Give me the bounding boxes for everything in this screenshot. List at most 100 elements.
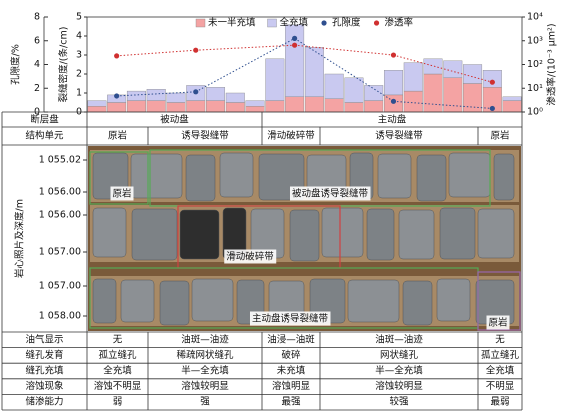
core-piece [92,207,127,258]
legend-label: 未一半充填 [208,17,256,29]
cell: 全充填 [103,365,132,377]
core-piece [179,209,220,260]
legend-label: 全充填 [280,17,309,29]
y3-tick-label: 4 [34,59,40,70]
zone-label-bg [110,186,134,201]
y-tick-label: 1 [76,88,82,99]
row-label: 溶蚀现象 [25,380,64,392]
zone-frame [89,151,149,205]
y-axis-label: 裂缝密度/(条/cm) [58,27,70,103]
zone-label: 原岩 [488,317,507,329]
y-tick-label: 3 [76,50,82,61]
bar [166,92,186,103]
point [390,98,397,104]
bar [463,83,483,113]
bar [206,100,226,113]
depth-label: 1 058.00 [39,311,81,322]
cell: 弱 [113,397,123,408]
cell: 溶蚀不明显 [94,380,142,392]
point [489,79,495,85]
core-piece [131,208,178,261]
zone-label: 滑动破碎带 [226,251,274,263]
y-tick-label: 2 [76,69,82,80]
zone-frame [477,271,521,331]
bar [383,69,403,96]
cell: 半—全充填 [375,365,423,377]
bar [502,96,522,101]
row-label: 缝孔充填 [25,365,64,377]
bar [324,73,344,99]
bar [463,64,483,84]
row-label: 缝孔发育 [25,349,63,361]
cell: 原岩 [108,130,127,142]
bar [423,58,443,75]
cell: 未充填 [277,365,306,377]
y2-axis-label: 渗透率/(10⁻³ μm²) [546,23,558,105]
bar [502,100,522,113]
core-piece [436,278,471,322]
core-piece [416,154,447,202]
zone-label-bg [249,311,331,326]
y3-axis-label: 孔隙度/% [10,44,22,85]
depth-label: 1 055.02 [39,155,81,166]
cell: 溶蚀较明显 [375,380,423,392]
zone-label: 原岩 [112,188,131,200]
core-piece [366,208,395,261]
depth-label: 1 057.00 [39,281,81,292]
bar [146,100,166,113]
bar [166,102,186,113]
bar [443,77,463,113]
row-label: 岩心照片及深度/m [14,199,26,278]
y2-tick-label: 10² [527,59,543,70]
depth-label: 1 056.00 [39,210,81,221]
core-piece [439,207,476,260]
core-piece [130,153,183,199]
bar [245,106,265,113]
bar [304,96,324,113]
point [114,93,120,99]
point [193,89,199,95]
core-piece [120,279,155,323]
cell: 油斑—油迹 [181,333,229,345]
row-label: 断层盘 [30,114,59,126]
legend-marker [321,20,327,26]
point [390,52,397,58]
point [292,35,298,41]
connector [393,54,493,83]
bar [423,73,443,113]
y2-tick-label: 10³ [527,35,543,46]
bar [126,90,146,101]
bar [344,77,364,103]
bar [107,102,127,113]
y2-tick-label: 10⁰ [527,107,543,118]
point [292,42,298,48]
core-piece [402,280,433,326]
cell: 诱导裂缝带 [181,130,229,142]
connector [393,100,493,109]
zone-label-bg [486,315,510,330]
cell: 溶蚀明显 [272,380,311,392]
bar [285,24,305,97]
cell: 网状缝孔 [380,349,419,361]
bar [344,102,364,113]
connector [116,91,196,97]
legend-swatch [267,18,277,28]
bar [304,47,324,98]
point [193,47,199,53]
y3-tick-label: 6 [34,35,40,46]
bar [87,100,107,107]
y3-tick-label: 2 [34,83,40,94]
cell: 无 [495,334,505,345]
core-piece [185,154,216,202]
bar [443,60,463,79]
bar [146,88,166,101]
cell: 滑动破碎带 [267,130,315,142]
y-tick-label: 4 [76,31,82,42]
bar [482,69,502,88]
cell: 强 [200,397,210,408]
bar [364,85,384,101]
cell: 溶蚀较明显 [181,380,229,392]
bar [245,100,265,107]
cell: 被动盘 [160,114,189,126]
zone-label: 主动盘诱导裂缝带 [252,313,329,325]
